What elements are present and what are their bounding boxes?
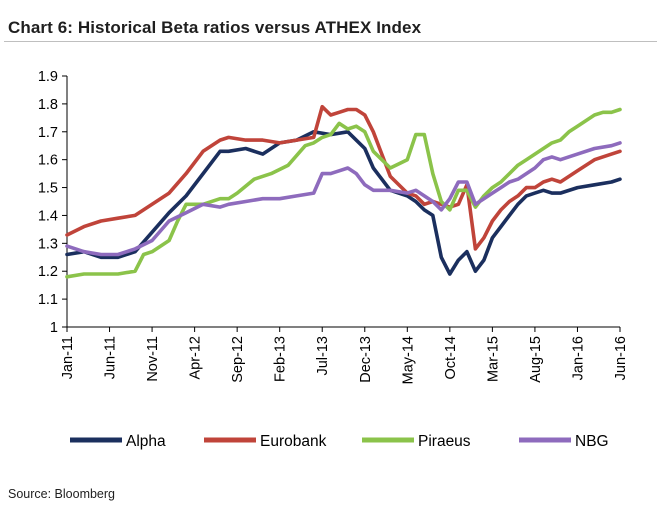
x-tick-label: Jun-11 <box>103 336 119 379</box>
series-line-alpha <box>65 130 622 276</box>
y-tick-label: 1.1 <box>38 292 58 308</box>
legend-label-eurobank: Eurobank <box>260 433 327 450</box>
x-tick-label: May-14 <box>400 336 416 384</box>
series-line-eurobank <box>65 104 622 251</box>
series-lines <box>65 104 622 279</box>
x-tick-label: Apr-12 <box>188 336 204 380</box>
x-tick-label: Sep-12 <box>230 336 246 383</box>
y-tick-label: 1.8 <box>38 97 58 113</box>
x-tick-label: Jan-11 <box>60 336 76 379</box>
y-tick-label: 1.5 <box>38 181 58 197</box>
x-tick-label: Oct-14 <box>443 336 459 380</box>
legend-label-nbg: NBG <box>575 433 609 450</box>
series-line-piraeus <box>65 107 622 279</box>
y-tick-label: 1 <box>50 320 58 336</box>
legend-label-alpha: Alpha <box>126 433 166 450</box>
y-tick-label: 1.4 <box>38 208 58 224</box>
x-tick-label: Jan-16 <box>570 336 586 380</box>
x-tick-label: Jun-16 <box>613 336 629 380</box>
y-tick-label: 1.3 <box>38 236 58 252</box>
axes: 1 1.1 1.2 1.3 1.4 1.5 1.6 1.7 1.8 1.9 Jan-11 Jun-11… <box>38 69 629 384</box>
x-tick-label: Aug-15 <box>528 336 544 383</box>
y-tick-label: 1.9 <box>38 69 58 85</box>
series-line-nbg <box>65 141 622 257</box>
title-divider <box>4 41 657 42</box>
x-tick-label: Jul-13 <box>315 336 331 376</box>
x-tick-label: Feb-13 <box>273 336 289 382</box>
x-tick-label: Dec-13 <box>358 336 374 383</box>
y-tick-label: 1.7 <box>38 125 58 141</box>
y-tick-label: 1.6 <box>38 153 58 169</box>
legend-label-piraeus: Piraeus <box>418 433 471 450</box>
source-note: Source: Bloomberg <box>8 487 116 501</box>
y-tick-label: 1.2 <box>38 264 58 280</box>
chart-title: Chart 6: Historical Beta ratios versus A… <box>8 18 422 37</box>
legend: Alpha Eurobank Piraeus NBG <box>70 433 609 450</box>
x-tick-label: Nov-11 <box>145 336 161 382</box>
x-tick-label: Mar-15 <box>485 336 501 382</box>
